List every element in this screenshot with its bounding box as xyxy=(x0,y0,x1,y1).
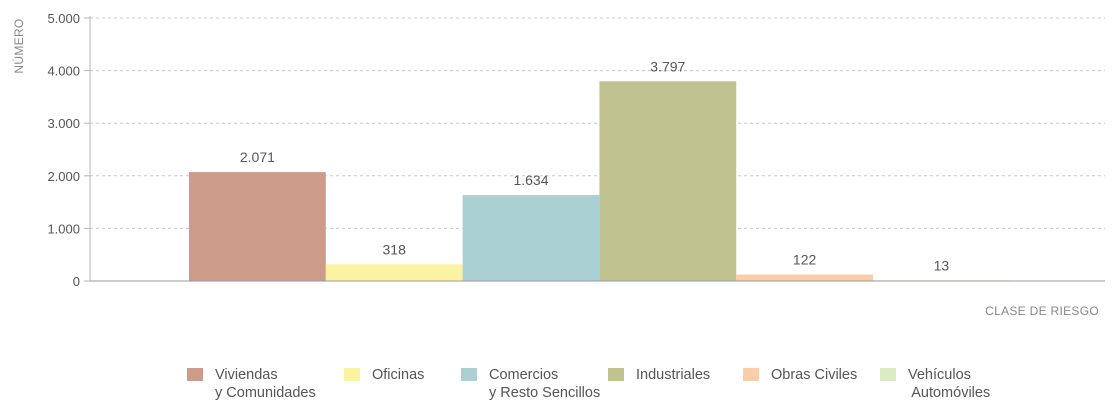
bar xyxy=(189,172,326,281)
y-tick-label: 0 xyxy=(73,274,80,289)
y-axis-ticks: 0 1.000 2.000 3.000 4.000 5.000 xyxy=(47,11,90,289)
bars xyxy=(189,81,1010,281)
bar-value-label: 13 xyxy=(934,257,950,273)
bar xyxy=(462,195,600,281)
data-labels: 2.071 318 1.634 3.797 122 13 xyxy=(240,58,950,273)
y-axis-title: NÚMERO xyxy=(11,18,26,73)
bar xyxy=(325,264,463,281)
bar-value-label: 318 xyxy=(383,241,407,257)
bar-value-label: 2.071 xyxy=(240,149,275,165)
y-tick-label: 5.000 xyxy=(47,11,80,26)
y-tick-label: 2.000 xyxy=(47,169,80,184)
bar-value-label: 3.797 xyxy=(650,58,685,74)
x-axis-title: CLASE DE RIESGO xyxy=(985,304,1099,318)
bar xyxy=(736,274,873,281)
bar xyxy=(599,81,737,281)
y-tick-label: 4.000 xyxy=(47,64,80,79)
bar-value-label: 122 xyxy=(793,252,817,268)
bar-value-label: 1.634 xyxy=(513,172,548,188)
y-tick-label: 1.000 xyxy=(47,221,80,236)
y-tick-label: 3.000 xyxy=(47,116,80,131)
